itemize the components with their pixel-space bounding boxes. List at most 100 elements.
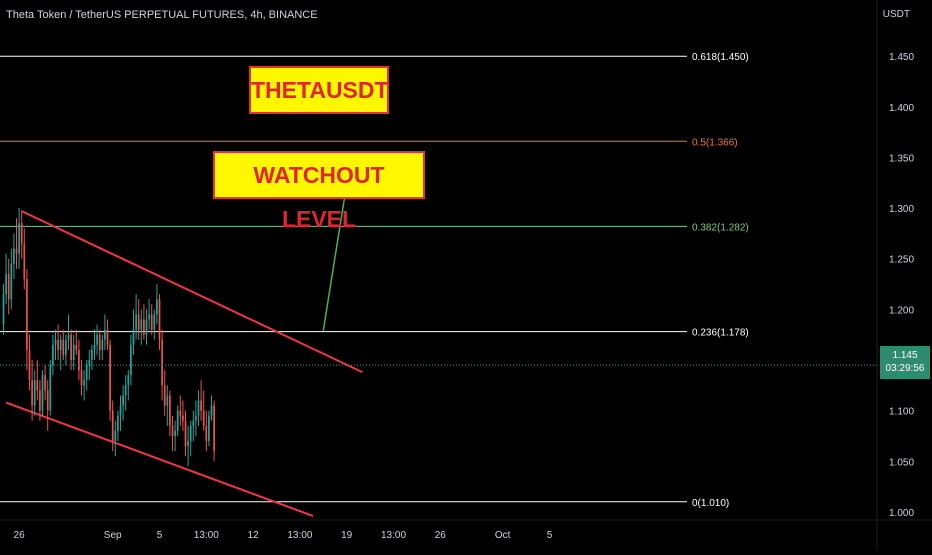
y-tick-label: 1.300 xyxy=(889,204,914,215)
fib-label-3: 0.236(1.178) xyxy=(692,328,749,339)
candle-body xyxy=(174,430,176,436)
fib-label-2: 0.382(1.282) xyxy=(692,222,749,233)
x-tick-label: 5 xyxy=(547,530,553,541)
y-tick-label: 1.100 xyxy=(889,407,914,418)
candle-body xyxy=(93,344,96,350)
x-tick-label: 19 xyxy=(341,530,353,541)
candle-body xyxy=(124,385,127,396)
candles xyxy=(2,208,215,467)
candle-body xyxy=(119,405,122,416)
y-tick-label: 1.450 xyxy=(889,52,914,63)
candle-body xyxy=(70,334,72,360)
candle-body xyxy=(5,273,7,295)
y-tick-label: 1.050 xyxy=(889,457,914,468)
candle-body xyxy=(57,339,59,350)
candle-body xyxy=(122,395,124,406)
candle-body xyxy=(205,425,208,442)
candle-body xyxy=(158,299,161,340)
x-tick-label: 26 xyxy=(14,530,26,541)
candle-body xyxy=(111,410,114,442)
candle-body xyxy=(145,319,148,335)
candle-body xyxy=(184,420,187,447)
x-tick-label: Sep xyxy=(104,530,122,541)
x-tick-label: 13:00 xyxy=(287,530,312,541)
candle-body xyxy=(195,415,197,421)
channel-upper-line xyxy=(21,210,363,374)
candle-body xyxy=(52,344,54,366)
x-tick-label: 5 xyxy=(157,530,163,541)
candle-body xyxy=(161,339,163,386)
candle-body xyxy=(171,425,174,436)
fib-label-0: 0.618(1.450) xyxy=(692,52,749,63)
callout-watchout-level: WATCHOUT LEVEL xyxy=(213,151,425,232)
symbol-title[interactable]: Theta Token / TetherUS PERPETUAL FUTURES… xyxy=(6,9,318,21)
candle-body xyxy=(59,339,62,350)
candle-body xyxy=(166,395,169,406)
candle-body xyxy=(62,339,65,355)
x-tick-label: 13:00 xyxy=(194,530,219,541)
candle-body xyxy=(7,273,10,300)
candle-body xyxy=(117,415,119,431)
candle-body xyxy=(39,390,41,411)
y-tick-label: 1.200 xyxy=(889,305,914,316)
candle-body xyxy=(137,314,140,330)
candle-body xyxy=(213,405,215,452)
candle-body xyxy=(33,380,36,406)
candle-body xyxy=(67,334,70,340)
candle-body xyxy=(78,349,80,371)
channel-lower-line xyxy=(5,401,314,517)
candle-body xyxy=(130,344,132,376)
candle-body xyxy=(189,425,192,442)
candle-body xyxy=(15,248,18,254)
candle-body xyxy=(46,390,49,411)
candle-body xyxy=(156,299,158,315)
time-axis[interactable]: 26 Sep 5 13:00 12 13:00 19 13:00 26 Oct 5 xyxy=(14,530,553,541)
candle-body xyxy=(176,410,179,431)
candle-body xyxy=(18,223,20,254)
fib-label-4: 0(1.010) xyxy=(692,498,729,509)
fib-label-1: 0.5(1.366) xyxy=(692,137,738,148)
candle-body xyxy=(2,294,5,325)
candle-body xyxy=(192,420,195,426)
y-tick-label: 1.000 xyxy=(889,508,914,519)
candle-body xyxy=(85,365,88,381)
candle-body xyxy=(10,263,13,300)
currency-label[interactable]: USDT xyxy=(882,9,910,20)
candle-body xyxy=(98,334,101,350)
candle-body xyxy=(23,243,26,279)
candle-body xyxy=(148,314,150,320)
candle-body xyxy=(135,314,137,330)
candle-body xyxy=(49,365,52,411)
candle-body xyxy=(20,223,23,244)
candle-body xyxy=(200,400,202,411)
candle-body xyxy=(169,395,171,426)
candle-body xyxy=(80,370,83,386)
candle-body xyxy=(114,430,117,442)
candle-body xyxy=(153,314,156,330)
y-tick-label: 1.350 xyxy=(889,153,914,164)
candle-body xyxy=(109,344,111,411)
candle-body xyxy=(187,441,189,447)
candle-body xyxy=(210,405,213,416)
candle-body xyxy=(150,314,153,330)
x-tick-label: Oct xyxy=(495,530,511,541)
current-price-tag: 1.145 03:29:56 xyxy=(880,346,930,379)
channel-lines xyxy=(5,210,363,517)
countdown-label: 03:29:56 xyxy=(885,363,925,374)
candle-body xyxy=(91,349,93,360)
y-tick-label: 1.250 xyxy=(889,255,914,266)
callout-thetausdt: THETAUSDT xyxy=(249,66,389,114)
candle-body xyxy=(208,415,210,442)
candle-body xyxy=(140,319,143,330)
fibonacci-levels: 0.618(1.450) 0.5(1.366) 0.382(1.282) 0.236(… xyxy=(0,52,749,509)
x-tick-label: 12 xyxy=(248,530,260,541)
candle-body xyxy=(202,410,205,426)
candle-body xyxy=(104,329,106,340)
y-tick-label: 1.400 xyxy=(889,103,914,114)
x-tick-label: 13:00 xyxy=(381,530,406,541)
current-price-label: 1.145 xyxy=(892,350,918,361)
candle-body xyxy=(36,380,39,391)
candle-body xyxy=(44,375,46,391)
